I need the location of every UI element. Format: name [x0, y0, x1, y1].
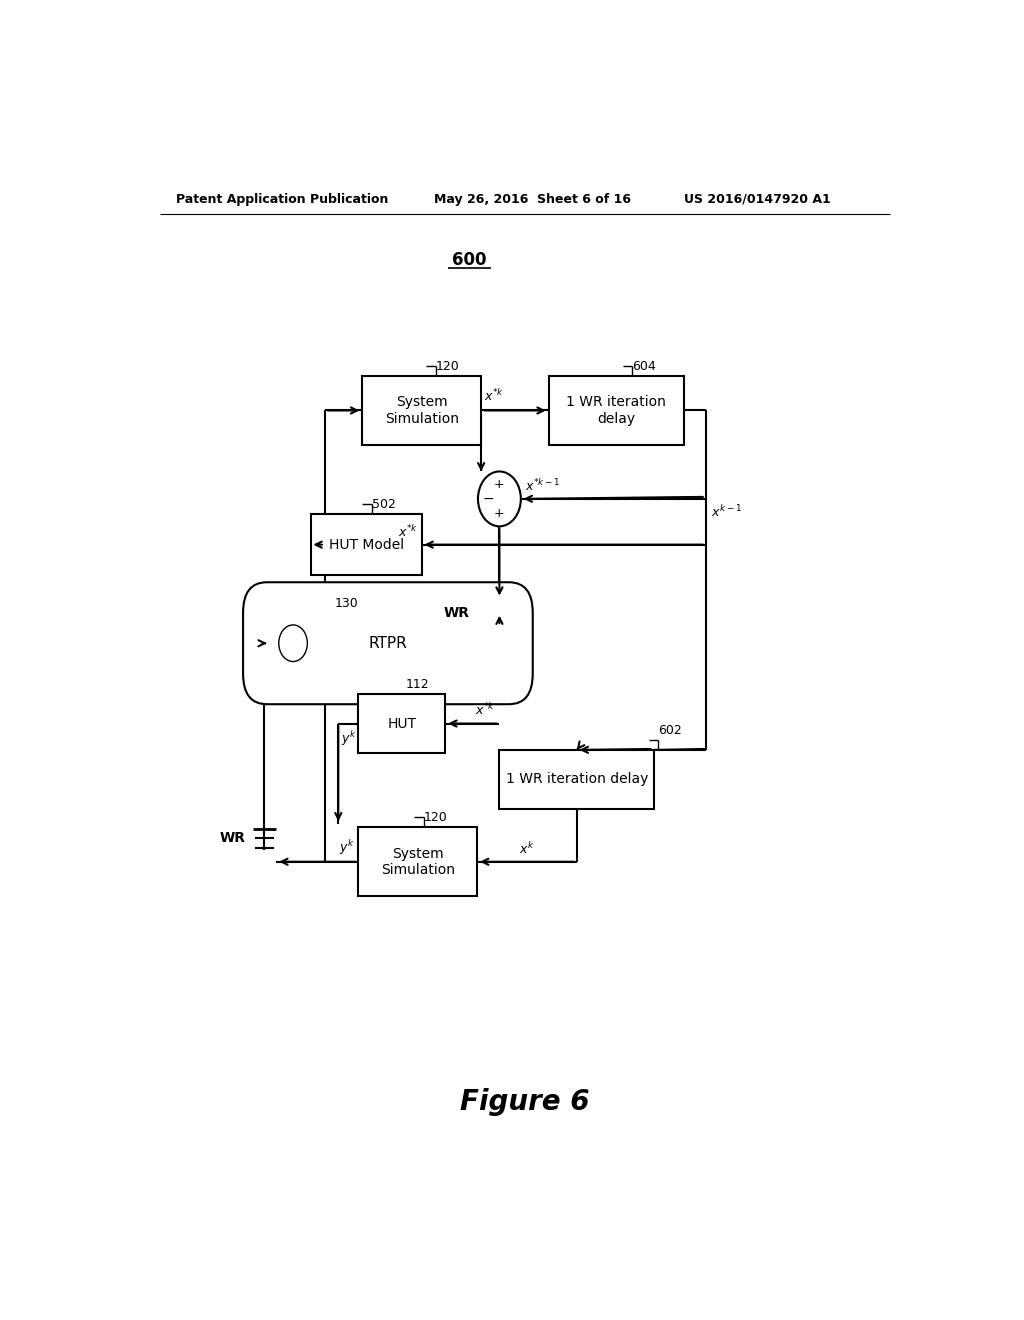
Bar [358, 694, 445, 752]
Bar [500, 750, 654, 809]
FancyBboxPatch shape [243, 582, 532, 704]
Text: 1 WR iteration delay: 1 WR iteration delay [506, 772, 648, 787]
Bar [362, 376, 481, 445]
Text: HUT: HUT [387, 717, 417, 730]
Text: System
Simulation: System Simulation [385, 396, 459, 425]
Text: $y^k$: $y^k$ [341, 729, 357, 747]
Text: Figure 6: Figure 6 [460, 1088, 590, 1115]
Text: +: + [495, 507, 505, 520]
Text: −: − [482, 492, 494, 506]
Text: $x^{k-1}$: $x^{k-1}$ [711, 504, 741, 520]
Text: Patent Application Publication: Patent Application Publication [176, 193, 388, 206]
Text: System
Simulation: System Simulation [381, 846, 455, 876]
Text: 602: 602 [658, 723, 682, 737]
Text: $x^{*k}$: $x^{*k}$ [484, 388, 505, 404]
Text: $x^{*k-1}$: $x^{*k-1}$ [524, 478, 560, 494]
Text: 130: 130 [335, 597, 358, 610]
Text: 120: 120 [424, 812, 447, 824]
Text: $x^k$: $x^k$ [519, 841, 535, 857]
Text: +: + [495, 478, 505, 491]
Bar [549, 376, 684, 445]
Text: May 26, 2016  Sheet 6 of 16: May 26, 2016 Sheet 6 of 16 [433, 193, 631, 206]
Text: RTPR: RTPR [369, 636, 408, 651]
Text: $x^{*k}$: $x^{*k}$ [397, 524, 418, 540]
Text: 112: 112 [407, 678, 430, 690]
Text: 502: 502 [372, 498, 395, 511]
Bar [358, 828, 477, 896]
Text: 600: 600 [452, 251, 486, 269]
Text: US 2016/0147920 A1: US 2016/0147920 A1 [684, 193, 830, 206]
Text: 1 WR iteration
delay: 1 WR iteration delay [566, 396, 666, 425]
Text: $x^{*k}$: $x^{*k}$ [475, 702, 496, 718]
Text: 120: 120 [436, 360, 460, 372]
Text: 604: 604 [632, 360, 656, 372]
Text: WR: WR [443, 606, 469, 619]
Text: WR: WR [219, 832, 246, 845]
Bar [310, 515, 422, 576]
Text: HUT Model: HUT Model [329, 537, 403, 552]
Text: $y^k$: $y^k$ [339, 838, 354, 857]
